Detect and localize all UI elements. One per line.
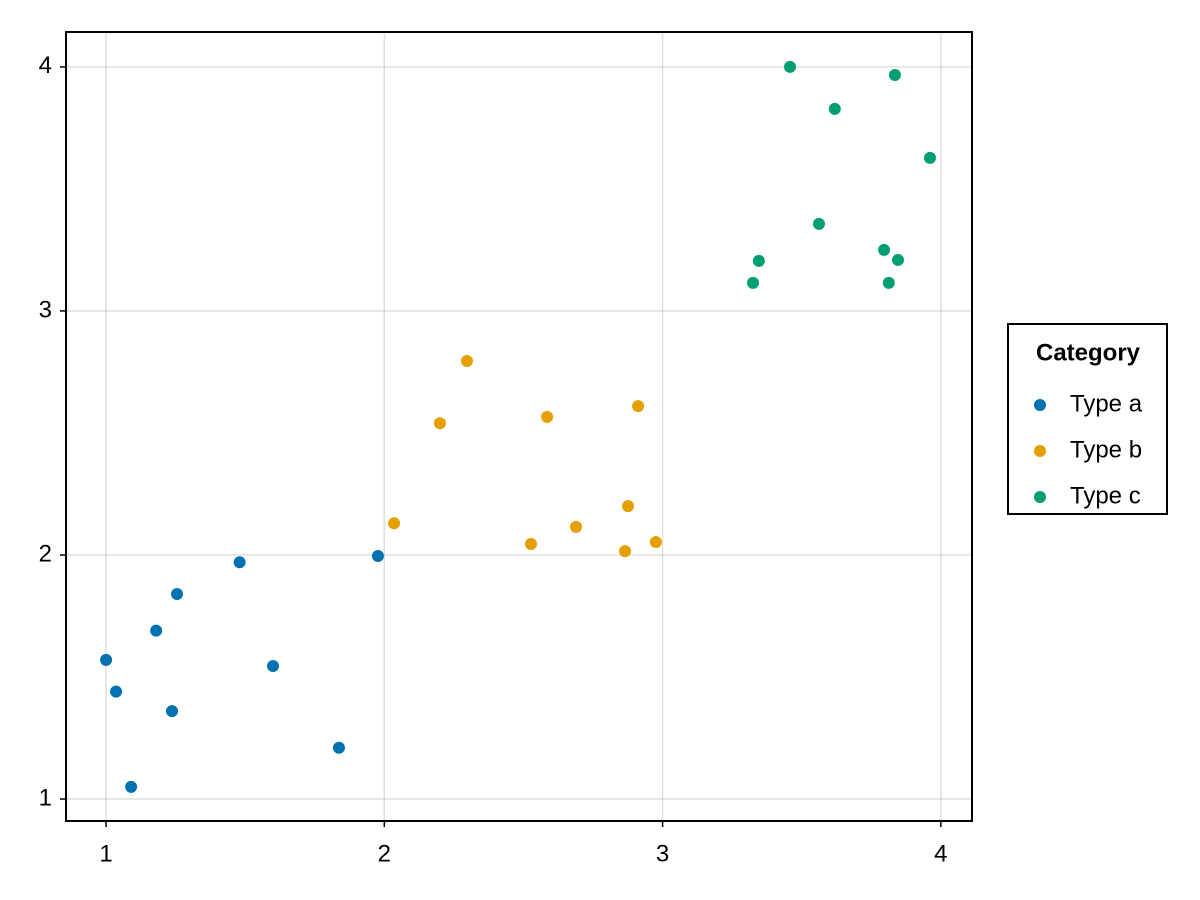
point [166, 705, 179, 718]
point [388, 517, 401, 530]
point [371, 549, 384, 562]
point [632, 400, 645, 413]
points [100, 60, 936, 793]
point [828, 102, 841, 115]
legend-marker [1034, 445, 1046, 457]
y-tick-label: 2 [39, 540, 52, 567]
point [882, 276, 895, 289]
x-tick-label: 4 [934, 840, 947, 867]
point [649, 536, 662, 549]
point [433, 417, 446, 430]
point [110, 685, 123, 698]
point [923, 151, 936, 164]
legend-frame [1007, 323, 1168, 515]
legend-label: Type c [1070, 482, 1141, 509]
legend: Category Type a Type b Type c [1007, 323, 1168, 515]
point [570, 520, 583, 533]
point [150, 624, 163, 637]
point [524, 538, 537, 551]
point [267, 660, 280, 673]
legend-marker [1034, 491, 1046, 503]
point [460, 354, 473, 367]
x-tick-label: 2 [378, 840, 391, 867]
point [812, 217, 825, 230]
point [747, 276, 760, 289]
legend-title: Category [1036, 339, 1141, 366]
point [100, 653, 113, 666]
point [171, 588, 184, 601]
legend-marker [1034, 399, 1046, 411]
point [752, 254, 765, 267]
point [622, 500, 635, 513]
legend-label: Type a [1070, 390, 1143, 417]
x-tick-label: 1 [99, 840, 112, 867]
point [888, 68, 901, 81]
x-tick-label: 3 [656, 840, 669, 867]
point [619, 545, 632, 558]
y-tick-label: 1 [39, 784, 52, 811]
point [541, 410, 554, 423]
point [784, 60, 797, 73]
grid [66, 32, 972, 821]
point [878, 243, 891, 256]
legend-label: Type b [1070, 436, 1142, 463]
point [332, 741, 345, 754]
point [125, 780, 138, 793]
y-tick-label: 4 [39, 52, 52, 79]
point [233, 556, 246, 569]
point [891, 253, 904, 266]
ticks: 1 2 3 4 1 2 3 4 [39, 52, 948, 867]
plot-frame [65, 31, 973, 822]
y-tick-label: 3 [39, 296, 52, 323]
